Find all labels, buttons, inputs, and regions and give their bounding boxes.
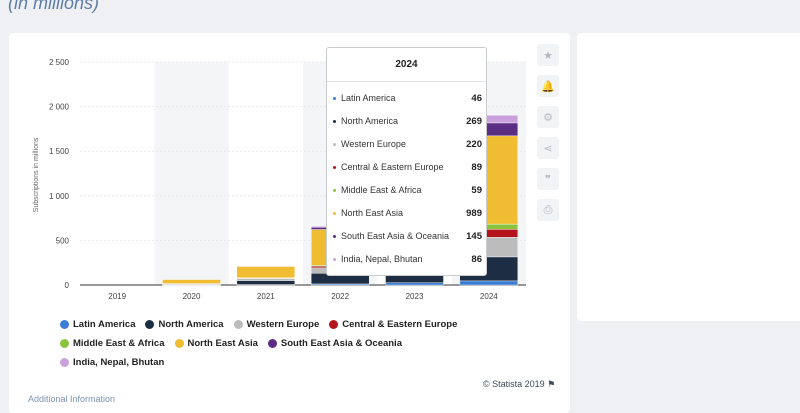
x-tick-label: 2021: [257, 292, 275, 301]
tooltip-row: Western Europe 220: [333, 137, 482, 151]
tooltip-title: 2024: [327, 48, 486, 82]
flag-icon: ⚑: [547, 379, 556, 389]
chart-subtitle: (in millions): [8, 0, 100, 13]
x-tick-label: 2020: [183, 292, 201, 301]
tooltip-value: 269: [466, 115, 482, 127]
x-tick-label: 2019: [108, 292, 126, 301]
tooltip-row: Latin America 46: [333, 91, 482, 105]
y-tick-label: 2 000: [49, 103, 70, 112]
bar-segment[interactable]: [236, 278, 296, 281]
tooltip-label: Central & Eastern Europe: [341, 162, 444, 172]
print-icon[interactable]: ⎙: [537, 199, 559, 221]
tooltip-label: North America: [341, 116, 399, 126]
x-tick-label: 2022: [331, 292, 349, 301]
tooltip-label: India, Nepal, Bhutan: [341, 254, 423, 264]
legend-dot: [233, 320, 243, 329]
bar-segment[interactable]: [236, 280, 296, 285]
y-axis-label: Subscriptions in millions: [33, 137, 40, 212]
tooltip-row: Middle East & Africa 59: [333, 183, 482, 197]
tooltip-bullet: [333, 211, 336, 215]
legend-item[interactable]: Latin America: [60, 319, 135, 330]
bar-segment[interactable]: [385, 282, 444, 286]
quote-icon[interactable]: ❞: [537, 168, 559, 190]
tooltip-bullet: [333, 142, 336, 146]
legend-item[interactable]: South East Asia & Oceania: [267, 338, 402, 349]
tooltip-value: 145: [466, 230, 482, 242]
legend-label: South East Asia & Oceania: [280, 338, 402, 349]
legend-label: Central & Eastern Europe: [342, 319, 458, 330]
bar-segment[interactable]: [236, 265, 296, 278]
tooltip-row: South East Asia & Oceania 145: [333, 229, 482, 243]
tooltip-bullet: [333, 119, 336, 123]
legend-dot: [60, 320, 69, 329]
statista-credit[interactable]: © Statista 2019 ⚑: [483, 379, 556, 389]
legend-item[interactable]: Central & Eastern Europe: [329, 319, 457, 330]
legend-dot: [267, 339, 277, 348]
tooltip-row: North America 269: [333, 114, 482, 128]
tooltip-label: Latin America: [341, 93, 396, 103]
legend-dot: [60, 358, 69, 367]
tooltip-value: 46: [471, 92, 482, 104]
side-panel: [577, 33, 800, 321]
legend-item[interactable]: North East Asia: [174, 338, 258, 349]
tooltip-value: 220: [466, 138, 482, 150]
tooltip-value: 86: [471, 253, 482, 265]
legend-dot: [329, 320, 339, 329]
bell-icon[interactable]: 🔔: [537, 75, 559, 97]
legend-item[interactable]: North America: [145, 319, 224, 330]
share-icon[interactable]: ⋖: [537, 137, 559, 159]
x-tick-label: 2023: [406, 292, 424, 301]
tooltip-label: North East Asia: [341, 208, 404, 218]
bar-segment[interactable]: [459, 280, 519, 286]
tooltip-2024: 2024 Latin America 46 North America 269 West…: [326, 47, 487, 276]
legend-dot: [60, 339, 69, 348]
tooltip-label: South East Asia & Oceania: [341, 231, 450, 241]
x-tick-label: 2024: [480, 292, 498, 301]
y-tick-label: 500: [56, 236, 70, 245]
legend-label: India, Nepal, Bhutan: [73, 357, 165, 368]
tooltip-row: India, Nepal, Bhutan 86: [333, 252, 482, 266]
tooltip-bullet: [333, 188, 336, 192]
bar-segment[interactable]: [162, 279, 221, 284]
additional-information-link[interactable]: Additional Information: [28, 394, 116, 404]
legend-dot: [174, 339, 184, 348]
tooltip-bullet: [333, 234, 336, 238]
y-tick-label: 2 500: [49, 58, 70, 67]
legend-item[interactable]: India, Nepal, Bhutan: [60, 357, 164, 368]
gear-icon[interactable]: ⚙: [537, 106, 559, 128]
legend-label: North East Asia: [187, 338, 258, 349]
legend-item[interactable]: Western Europe: [233, 319, 320, 330]
tooltip-value: 59: [471, 184, 482, 196]
tooltip-row: North East Asia 989: [333, 206, 482, 220]
tooltip-bullet: [333, 96, 336, 100]
tooltip-label: Western Europe: [341, 139, 406, 149]
legend-dot: [145, 320, 155, 329]
legend-label: North America: [158, 319, 224, 330]
legend-item[interactable]: Middle East & Africa: [60, 338, 165, 349]
tooltip-value: 89: [471, 161, 482, 173]
tooltip-bullet: [333, 165, 336, 169]
tooltip-value: 989: [466, 207, 482, 219]
legend-label: Western Europe: [246, 319, 320, 330]
column-band: [154, 62, 229, 285]
y-tick-label: 1 500: [49, 147, 70, 156]
legend-label: Latin America: [73, 319, 136, 330]
tooltip-row: Central & Eastern Europe 89: [333, 160, 482, 174]
chart-toolbar: ★ 🔔 ⚙ ⋖ ❞ ⎙: [537, 44, 559, 230]
star-icon[interactable]: ★: [537, 44, 559, 66]
chart-legend: Latin America North America Western Europe…: [60, 319, 490, 376]
tooltip-label: Middle East & Africa: [341, 185, 422, 195]
legend-label: Middle East & Africa: [73, 338, 165, 349]
y-tick-label: 0: [65, 281, 70, 290]
y-tick-label: 1 000: [49, 192, 70, 201]
tooltip-bullet: [333, 257, 336, 261]
bar-segment[interactable]: [236, 265, 296, 267]
